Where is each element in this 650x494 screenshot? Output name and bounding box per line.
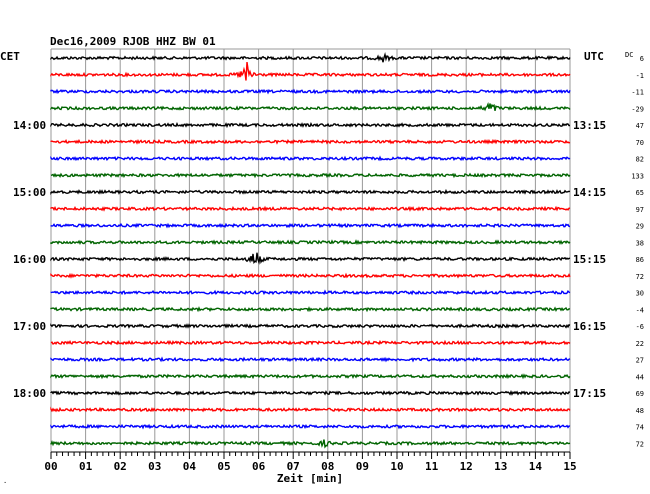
dc-offset-label: 74	[636, 424, 644, 432]
trace-18	[50, 356, 571, 363]
x-tick-label: 05	[217, 460, 230, 473]
left-hour-label: 18:00	[13, 387, 46, 400]
trace-8	[50, 188, 571, 196]
trace-7	[50, 172, 571, 179]
trace-22	[50, 423, 571, 430]
footer-mark: ·	[3, 479, 7, 487]
dc-offset-label: -1	[636, 72, 644, 80]
dc-offset-label: 48	[636, 407, 644, 415]
trace-14	[50, 289, 571, 296]
dc-offset-label: 69	[636, 390, 644, 398]
dc-offset-label: -6	[636, 323, 644, 331]
x-tick-label: 15	[563, 460, 576, 473]
trace-3	[50, 101, 571, 112]
trace-5	[50, 138, 571, 145]
traces	[50, 51, 571, 449]
dc-offset-label: 70	[636, 139, 644, 147]
x-tick-label: 13	[494, 460, 507, 473]
trace-12	[50, 252, 571, 265]
dc-offset-label: -29	[631, 105, 644, 113]
dc-offset-label: 27	[636, 357, 644, 365]
trace-13	[50, 272, 571, 279]
dc-offset-label: 22	[636, 340, 644, 348]
dc-offset-label: 65	[636, 189, 644, 197]
x-tick-label: 07	[287, 460, 300, 473]
right-hour-label: 13:15	[573, 119, 606, 132]
trace-11	[50, 239, 571, 246]
chart-title: Dec16,2009 RJOB HHZ BW 01	[50, 35, 216, 48]
dc-offset-label: -4	[636, 306, 644, 314]
x-tick-label: 10	[390, 460, 403, 473]
trace-0	[50, 51, 571, 63]
trace-17	[50, 339, 571, 346]
x-tick-label: 01	[79, 460, 93, 473]
trace-21	[50, 406, 571, 413]
dc-offset-label: 47	[636, 122, 644, 130]
x-tick-label: 09	[356, 460, 369, 473]
dc-offset-label: 82	[636, 156, 644, 164]
trace-6	[50, 155, 571, 162]
x-tick-label: 11	[425, 460, 439, 473]
left-hour-label: 14:00	[13, 119, 46, 132]
dc-offset-label: 133	[631, 172, 644, 180]
dc-offset-label: 72	[636, 273, 644, 281]
trace-15	[50, 306, 571, 313]
left-unit-label: CET	[0, 50, 20, 63]
x-tick-label: 14	[529, 460, 543, 473]
dc-offset-label: 38	[636, 239, 644, 247]
right-unit-label: UTC	[584, 50, 604, 63]
trace-9	[50, 205, 571, 212]
trace-10	[50, 222, 571, 229]
trace-4	[50, 121, 570, 129]
trace-2	[50, 88, 571, 95]
dc-offset-label: -11	[631, 89, 644, 97]
left-hour-label: 16:00	[13, 253, 46, 266]
x-tick-label: 03	[148, 460, 161, 473]
dc-offset-label: 29	[636, 223, 644, 231]
offset-header-label: DC	[625, 51, 633, 59]
right-hour-label: 15:15	[573, 253, 606, 266]
right-hour-label: 17:15	[573, 387, 606, 400]
left-hour-label: 17:00	[13, 320, 46, 333]
trace-23	[50, 439, 571, 449]
dc-offset-label: 44	[636, 373, 644, 381]
dc-offset-label: 30	[636, 290, 644, 298]
trace-16	[50, 323, 571, 329]
right-hour-label: 16:15	[573, 320, 606, 333]
x-tick-label: 08	[321, 460, 334, 473]
side-labels: 14:00 15:00 16:00 17:00 18:00 13:15 14:15 15:15…	[13, 55, 644, 448]
dc-offset-label: 86	[636, 256, 644, 264]
dc-offset-label: 6	[640, 55, 644, 63]
dc-offset-label: 97	[636, 206, 644, 214]
x-tick-label: 12	[460, 460, 473, 473]
trace-1	[50, 61, 571, 81]
right-hour-label: 14:15	[573, 186, 606, 199]
trace-19	[50, 373, 571, 380]
left-hour-label: 15:00	[13, 186, 46, 199]
dc-offset-label: 72	[636, 440, 644, 448]
x-tick-label: 02	[114, 460, 127, 473]
x-axis-label: Zeit [min]	[277, 472, 343, 485]
x-tick-label: 06	[252, 460, 266, 473]
x-axis: 00 01 02 03 04 05 06 07 08 09 10 11 12 13 14 15	[44, 451, 577, 473]
trace-20	[50, 389, 571, 396]
x-tick-label: 00	[44, 460, 57, 473]
grid	[50, 48, 571, 452]
x-tick-label: 04	[183, 460, 197, 473]
